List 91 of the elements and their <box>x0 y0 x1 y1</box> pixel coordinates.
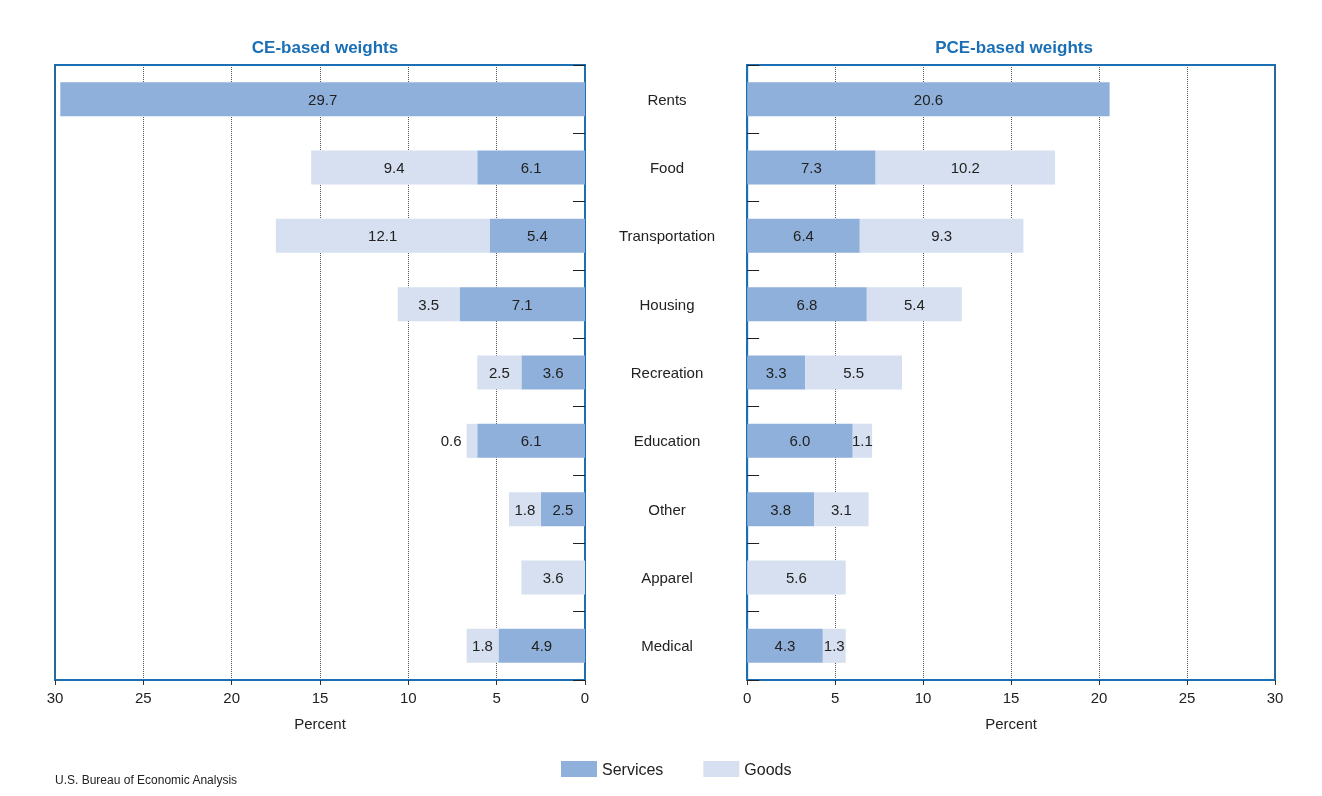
y-tick-label: Recreation <box>630 364 704 381</box>
data-label: 1.8 <box>472 637 493 655</box>
bar <box>311 150 478 185</box>
bar <box>747 560 846 595</box>
x-axis-title: Percent <box>294 715 347 732</box>
bar <box>477 423 585 458</box>
data-label: 10.2 <box>950 159 980 176</box>
y-tick-label: Medical <box>641 637 693 655</box>
data-label: 29.7 <box>308 90 338 108</box>
data-label: 1.8 <box>514 500 536 518</box>
bar <box>747 628 823 663</box>
data-label: 4.9 <box>531 637 553 655</box>
data-label: 0.6 <box>440 432 462 450</box>
data-label: 6.1 <box>520 432 542 450</box>
data-label: 3.6 <box>542 569 564 586</box>
data-label: 6.4 <box>793 227 814 245</box>
data-label: 6.1 <box>520 159 542 176</box>
data-label: 9.4 <box>383 159 405 176</box>
x-tick-label: 5 <box>492 689 501 706</box>
y-tick-label: Education <box>633 432 701 450</box>
data-label: 2.5 <box>488 364 510 381</box>
x-tick-label: 20 <box>223 689 241 706</box>
data-label: 5.5 <box>843 364 865 381</box>
x-tick-label: 15 <box>1002 689 1020 706</box>
x-axis-title: Percent <box>985 715 1038 732</box>
bar <box>459 287 585 322</box>
bar <box>859 218 1024 253</box>
bar <box>521 355 585 390</box>
data-label: 3.6 <box>542 364 564 381</box>
data-label: 3.5 <box>418 295 440 313</box>
bar <box>747 287 867 322</box>
bar <box>747 423 853 458</box>
bar <box>509 492 541 527</box>
chart-title: CE-based weights <box>251 38 399 57</box>
x-tick-label: 25 <box>1178 689 1196 706</box>
y-tick-label: Food <box>649 159 685 176</box>
chart-title: PCE-based weights <box>935 38 1093 57</box>
text: U.S. Bureau of Economic Analysis <box>55 773 238 787</box>
data-label: 4.3 <box>774 637 796 655</box>
bar <box>540 492 585 527</box>
data-label: 7.1 <box>511 295 533 313</box>
bar <box>275 218 490 253</box>
bar <box>747 82 1110 117</box>
data-label: 6.8 <box>796 295 818 313</box>
bar <box>866 287 962 322</box>
x-tick-label: 20 <box>1090 689 1108 706</box>
data-label: 3.1 <box>830 500 852 518</box>
x-tick-label: 30 <box>46 689 64 706</box>
y-tick-label: Housing <box>639 295 695 313</box>
data-label: 9.3 <box>931 227 953 245</box>
x-tick-label: 30 <box>1266 689 1284 706</box>
bar <box>489 218 585 253</box>
bar <box>747 150 876 185</box>
bar <box>814 492 869 527</box>
data-label: 7.3 <box>800 159 822 176</box>
x-tick-label: 10 <box>399 689 417 706</box>
x-tick-label: 0 <box>743 689 752 706</box>
x-tick-label: 15 <box>311 689 329 706</box>
bar <box>747 355 806 390</box>
bar <box>477 150 585 185</box>
x-tick-label: 5 <box>830 689 840 706</box>
data-label: 6.0 <box>789 432 811 450</box>
bar <box>477 355 522 390</box>
data-label: 1.3 <box>823 637 845 655</box>
x-tick-label: 0 <box>580 689 590 706</box>
x-tick-label: 10 <box>914 689 932 706</box>
data-label: 12.1 <box>368 227 398 245</box>
bar <box>521 560 585 595</box>
data-label: 5.6 <box>786 569 807 586</box>
legend-label: Services <box>602 760 664 778</box>
y-tick-label: Apparel <box>641 569 693 586</box>
data-label: 5.4 <box>526 227 548 245</box>
bar <box>875 150 1056 185</box>
y-tick-label: Rents <box>647 90 687 108</box>
bar <box>747 218 860 253</box>
bar <box>498 628 585 663</box>
bar <box>397 287 460 322</box>
data-label: 3.8 <box>770 500 792 518</box>
bar <box>805 355 902 390</box>
y-tick-label: Transportation <box>618 227 716 245</box>
bar <box>60 82 585 117</box>
x-tick-label: 25 <box>134 689 152 706</box>
data-label: 1.1 <box>851 432 873 450</box>
data-label: 5.4 <box>903 295 925 313</box>
y-tick-label: Other <box>648 500 686 518</box>
data-label: 3.3 <box>765 364 787 381</box>
legend-label: Goods <box>744 760 792 778</box>
data-label: 2.5 <box>552 500 574 518</box>
bar <box>466 423 478 458</box>
data-label: 20.6 <box>913 90 943 108</box>
bar <box>747 492 815 527</box>
